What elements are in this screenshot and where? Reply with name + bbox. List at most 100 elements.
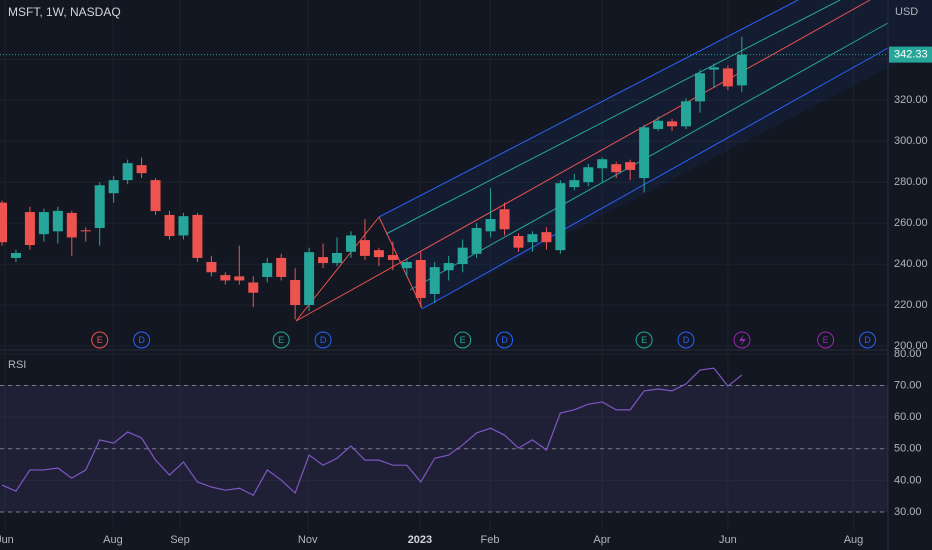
channel-fill xyxy=(379,0,932,309)
lightning xyxy=(739,334,746,346)
event-label: D xyxy=(320,335,327,345)
candle-body xyxy=(150,180,161,212)
event-icon xyxy=(133,331,151,349)
y-tick-label: 220.00 xyxy=(894,299,928,311)
candle-body xyxy=(192,214,203,258)
candle-body xyxy=(24,212,35,246)
candle-body xyxy=(38,212,49,235)
candle-body xyxy=(401,262,412,269)
event-label: E xyxy=(460,335,466,345)
candle-body xyxy=(234,276,245,281)
candle-body xyxy=(555,183,566,251)
candle-body xyxy=(52,210,63,232)
event-icon xyxy=(635,331,653,349)
event-label: E xyxy=(97,335,103,345)
event-icon xyxy=(677,331,695,349)
candle-body xyxy=(80,230,91,232)
channel-upper xyxy=(378,0,799,218)
candle-body xyxy=(66,212,77,238)
candle-body xyxy=(597,159,608,169)
candle-body xyxy=(443,263,454,271)
y-tick-label: 300.00 xyxy=(894,135,928,147)
event-icon xyxy=(817,331,835,349)
candle-body xyxy=(541,232,552,243)
y-tick-label: 50.00 xyxy=(894,443,922,455)
candle-body xyxy=(0,202,7,243)
candle-body xyxy=(304,252,315,306)
candle-body xyxy=(262,263,273,277)
x-tick-label: Nov xyxy=(298,534,318,546)
candle-body xyxy=(373,250,384,258)
candle-body xyxy=(513,236,524,248)
event-icon xyxy=(858,331,876,349)
candle-body xyxy=(164,214,175,237)
candle-body xyxy=(722,68,733,87)
y-tick-label: 40.00 xyxy=(894,474,922,486)
y-tick-label: 70.00 xyxy=(894,379,922,391)
candle-body xyxy=(359,240,370,256)
y-tick-label: 60.00 xyxy=(894,411,922,423)
event-icon xyxy=(733,331,751,349)
event-icon xyxy=(496,331,514,349)
candle-body xyxy=(611,164,622,173)
x-tick-label: Apr xyxy=(593,534,610,546)
x-tick-label: Sep xyxy=(170,534,190,546)
trend-leg xyxy=(378,216,423,309)
candle-body xyxy=(10,253,21,258)
event-label: E xyxy=(823,335,829,345)
x-tick-label: Jun xyxy=(0,534,14,546)
candle-body xyxy=(345,235,356,252)
candle-body xyxy=(290,280,301,306)
event-label: E xyxy=(278,335,284,345)
candle-body xyxy=(583,167,594,183)
event-icon xyxy=(454,331,472,349)
last-price-label: 342.33 xyxy=(894,49,928,61)
y-tick-label: 260.00 xyxy=(894,217,928,229)
candle-body xyxy=(220,275,231,281)
x-tick-label: Aug xyxy=(103,534,123,546)
candle-body xyxy=(94,185,105,229)
event-icon xyxy=(272,331,290,349)
candle-body xyxy=(457,247,468,265)
channel-lower xyxy=(421,47,889,310)
channel-upper-mid xyxy=(385,0,841,235)
candle-body xyxy=(471,228,482,254)
candle-body xyxy=(681,101,692,127)
y-tick-label: 30.00 xyxy=(894,506,922,518)
candle-body xyxy=(429,267,440,294)
candle-body xyxy=(694,73,705,102)
y-tick-label: 240.00 xyxy=(894,258,928,270)
candle-body xyxy=(708,67,719,70)
event-label: D xyxy=(864,335,871,345)
candle-body xyxy=(318,257,329,264)
candle-body xyxy=(108,180,119,194)
candle-body xyxy=(527,234,538,243)
y-tick-label: 320.00 xyxy=(894,94,928,106)
y-tick-label: 200.00 xyxy=(894,340,928,352)
x-tick-label: Jun xyxy=(719,534,737,546)
event-icon xyxy=(91,331,109,349)
candle-body xyxy=(276,257,287,277)
symbol-title: MSFT, 1W, NASDAQ xyxy=(8,5,121,19)
event-label: E xyxy=(641,335,647,345)
candle-body xyxy=(667,121,678,127)
event-icon xyxy=(314,331,332,349)
candle-body xyxy=(178,216,189,236)
rsi-title: RSI xyxy=(8,359,26,371)
candle-body xyxy=(653,120,664,129)
candle-body xyxy=(485,219,496,232)
lightning-event xyxy=(733,331,751,349)
candle-body xyxy=(332,253,343,264)
event-label: D xyxy=(138,335,145,345)
y-tick-label: 280.00 xyxy=(894,176,928,188)
candle-body xyxy=(569,180,580,188)
event-label: D xyxy=(501,335,508,345)
candle-body xyxy=(122,163,133,181)
x-tick-label: Aug xyxy=(844,534,864,546)
candle-body xyxy=(499,209,510,230)
rsi-line xyxy=(1,367,743,497)
candle-body xyxy=(625,162,636,170)
